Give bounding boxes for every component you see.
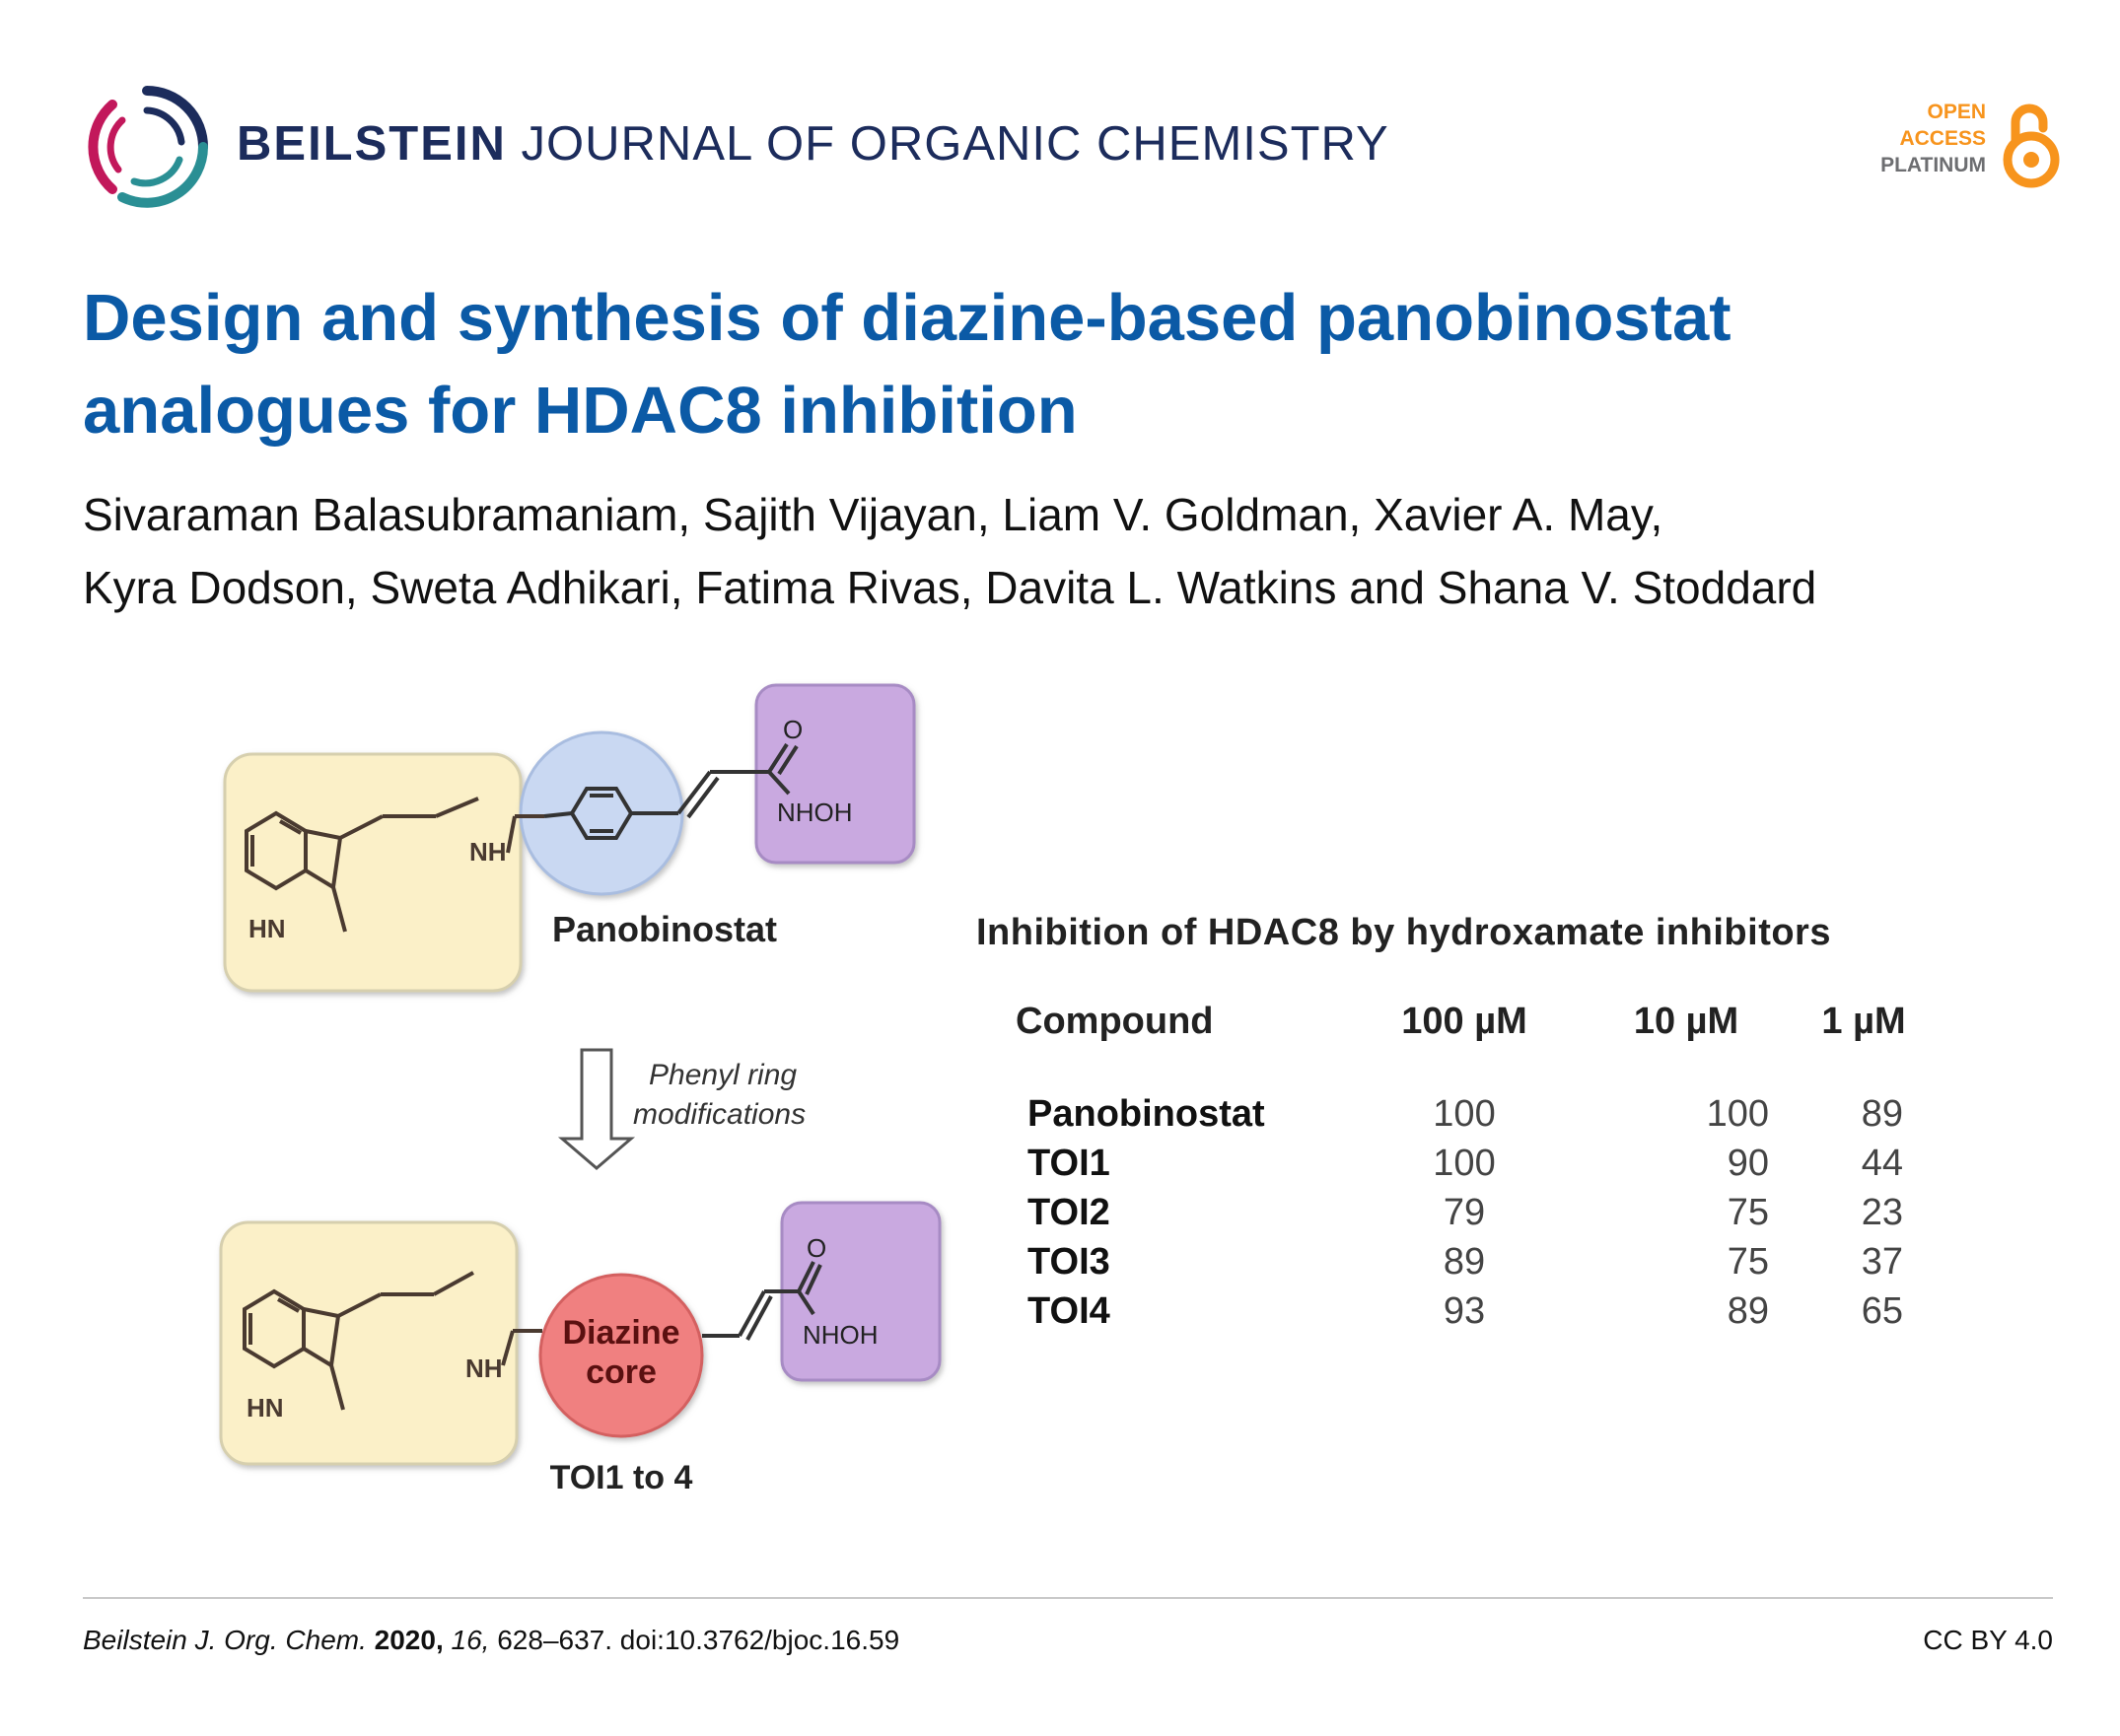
journal-abbrev: Beilstein J. Org. Chem. bbox=[83, 1625, 367, 1655]
value-100um: 93 bbox=[1443, 1289, 1486, 1332]
citation-pages-doi: 628–637. doi:10.3762/bjoc.16.59 bbox=[497, 1625, 900, 1655]
indole-box-bottom bbox=[219, 1220, 519, 1466]
hn-label-bottom: HN bbox=[247, 1393, 284, 1423]
value-10um: 75 bbox=[1727, 1191, 1769, 1233]
oa-line-access: ACCESS bbox=[1899, 127, 1986, 150]
arrow-label-line2: modifications bbox=[633, 1098, 806, 1131]
authors-line-2: Kyra Dodson, Sweta Adhikari, Fatima Riva… bbox=[83, 562, 1817, 613]
oxygen-label-bottom: O bbox=[807, 1233, 826, 1263]
graphical-abstract: HN NH O NHOH Panobinostat Phenyl ring m bbox=[207, 675, 1943, 1543]
down-arrow-icon bbox=[557, 1048, 636, 1170]
nhoh-label-bottom: NHOH bbox=[803, 1320, 879, 1350]
value-100um: 79 bbox=[1443, 1191, 1486, 1233]
toi-label: TOI1 to 4 bbox=[550, 1459, 693, 1496]
oxygen-label-top: O bbox=[783, 715, 803, 744]
compound-name: TOI1 bbox=[1027, 1142, 1110, 1184]
table-row: Panobinostat 100 100 89 bbox=[1016, 1089, 1943, 1139]
footer-divider bbox=[83, 1597, 2053, 1599]
license-label[interactable]: CC BY 4.0 bbox=[1923, 1625, 2053, 1655]
header-10um: 10 µM bbox=[1633, 1001, 1739, 1042]
value-1um: 23 bbox=[1861, 1191, 1903, 1233]
journal-title-rest: JOURNAL OF ORGANIC CHEMISTRY bbox=[521, 117, 1389, 171]
value-100um: 89 bbox=[1443, 1240, 1486, 1283]
value-1um: 37 bbox=[1861, 1240, 1903, 1283]
compound-name: TOI3 bbox=[1027, 1240, 1110, 1283]
value-10um: 90 bbox=[1727, 1142, 1769, 1184]
phenyl-circle bbox=[519, 730, 684, 896]
journal-name[interactable]: BEILSTEIN JOURNAL OF ORGANIC CHEMISTRY bbox=[237, 116, 1389, 172]
indole-structure-top bbox=[245, 797, 479, 933]
table-row: TOI4 93 89 65 bbox=[1016, 1286, 1943, 1336]
hn-label-top: HN bbox=[248, 914, 286, 943]
core-label: core bbox=[586, 1354, 657, 1391]
table-row: TOI1 100 90 44 bbox=[1016, 1139, 1943, 1188]
benzene-ring bbox=[543, 787, 678, 840]
article-title: Design and synthesis of diazine-based pa… bbox=[83, 281, 1731, 448]
oa-line-platinum: PLATINUM bbox=[1880, 154, 1986, 176]
open-access-badge: OPEN ACCESS PLATINUM bbox=[1854, 99, 2061, 197]
journal-header: BEILSTEIN JOURNAL OF ORGANIC CHEMISTRY O… bbox=[0, 0, 2120, 237]
citation[interactable]: Beilstein J. Org. Chem. 2020, 16, 628–63… bbox=[83, 1625, 899, 1656]
reaction-scheme: HN NH O NHOH Panobinostat Phenyl ring m bbox=[219, 683, 942, 1496]
indole-structure-bottom bbox=[243, 1271, 474, 1411]
table-title: Inhibition of HDAC8 by hydroxamate inhib… bbox=[976, 912, 1831, 953]
panobinostat-label: Panobinostat bbox=[552, 909, 777, 949]
citation-year: 2020, bbox=[374, 1625, 444, 1655]
nhoh-label-top: NHOH bbox=[777, 798, 853, 827]
header-1um: 1 µM bbox=[1821, 1001, 1906, 1042]
journal-brand: BEILSTEIN bbox=[237, 117, 507, 171]
hydroxamate-box-bottom bbox=[780, 1201, 942, 1382]
value-10um: 100 bbox=[1706, 1092, 1769, 1135]
value-1um: 65 bbox=[1861, 1289, 1903, 1332]
citation-volume: 16, bbox=[451, 1625, 490, 1655]
compound-name: TOI2 bbox=[1027, 1191, 1110, 1233]
header-compound: Compound bbox=[1016, 1001, 1214, 1042]
authors-line-1: Sivaraman Balasubramaniam, Sajith Vijaya… bbox=[83, 489, 1663, 540]
author-list: Sivaraman Balasubramaniam, Sajith Vijaya… bbox=[83, 478, 2055, 624]
table-header-row: Compound 100 µM 10 µM 1 µM bbox=[1016, 1001, 1943, 1089]
indole-box-top bbox=[223, 752, 523, 993]
value-100um: 100 bbox=[1433, 1092, 1496, 1135]
diazine-label: Diazine bbox=[562, 1314, 679, 1352]
oa-line-open: OPEN bbox=[1927, 101, 1986, 123]
nh-label-bottom: NH bbox=[465, 1354, 503, 1383]
value-10um: 75 bbox=[1727, 1240, 1769, 1283]
inhibition-table: Compound 100 µM 10 µM 1 µM Panobinostat … bbox=[1016, 1001, 1943, 1336]
arrow-label-line1: Phenyl ring bbox=[649, 1059, 797, 1091]
beilstein-logo-icon bbox=[88, 86, 208, 208]
value-1um: 89 bbox=[1861, 1092, 1903, 1135]
table-row: TOI2 79 75 23 bbox=[1016, 1188, 1943, 1237]
compound-name: Panobinostat bbox=[1027, 1092, 1265, 1135]
value-1um: 44 bbox=[1861, 1142, 1903, 1184]
value-100um: 100 bbox=[1433, 1142, 1496, 1184]
value-10um: 89 bbox=[1727, 1289, 1769, 1332]
compound-name: TOI4 bbox=[1027, 1289, 1110, 1332]
diazine-core-circle bbox=[538, 1273, 704, 1438]
open-lock-icon bbox=[2003, 104, 2060, 188]
header-100um: 100 µM bbox=[1401, 1001, 1527, 1042]
table-row: TOI3 89 75 37 bbox=[1016, 1237, 1943, 1286]
nh-label-top: NH bbox=[469, 837, 507, 867]
